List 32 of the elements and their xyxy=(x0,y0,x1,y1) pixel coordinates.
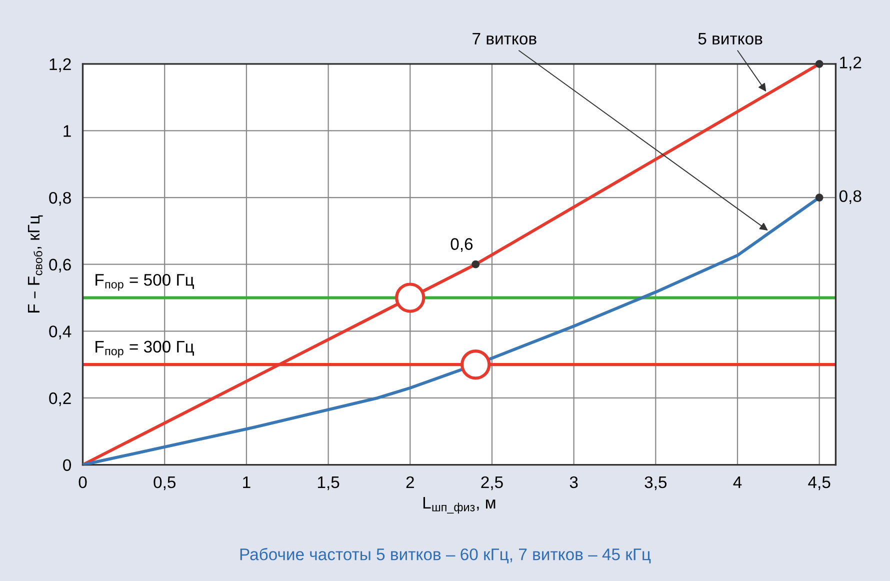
x-tick-label: 3,5 xyxy=(644,476,667,490)
x-axis-title: L$_{шп_физ}$, м xyxy=(423,497,496,514)
data-label: 0,8 xyxy=(839,190,862,204)
data-label: 1,2 xyxy=(840,56,862,70)
text: 7 витков xyxy=(472,32,536,45)
point xyxy=(395,282,426,313)
data-label: 0,6 xyxy=(450,238,473,252)
x-tick-label: 4 xyxy=(733,476,742,488)
point xyxy=(472,260,480,268)
x-tick-label: 1 xyxy=(243,476,250,488)
point xyxy=(815,60,824,68)
x-tick-label: 0 xyxy=(78,476,87,488)
y-tick-label: 1,2 xyxy=(50,58,71,72)
y-tick-label: 0,6 xyxy=(49,258,71,273)
x-tick-label: 4,5 xyxy=(808,476,830,490)
ref-line-label: F$_{пор}$ = 300 Гц xyxy=(96,340,194,358)
x-tick-label: 2,5 xyxy=(481,476,503,490)
ref-line-label: F$_{пор}$ = 500 Гц xyxy=(96,274,194,291)
y-tick-label: 0,2 xyxy=(49,392,71,406)
y-tick-label: 1 xyxy=(64,125,71,137)
y-tick-label: 0 xyxy=(63,459,72,472)
text: 5 витков xyxy=(698,32,762,45)
point xyxy=(815,194,824,202)
text: Рабочие частоты 5 витков – 60 кГц, 7 витков – 45 кГц xyxy=(240,548,651,564)
x-tick-label: 2 xyxy=(406,476,414,488)
x-tick-label: 0,5 xyxy=(154,476,176,490)
x-tick-label: 3 xyxy=(570,476,578,488)
y-tick-label: 0,8 xyxy=(49,192,71,206)
x-tick-label: 1,5 xyxy=(318,476,340,490)
y-tick-label: 0,4 xyxy=(49,326,72,340)
point xyxy=(460,350,491,380)
y-axis-title: F – F$_{своб}$, кГц xyxy=(28,215,43,312)
